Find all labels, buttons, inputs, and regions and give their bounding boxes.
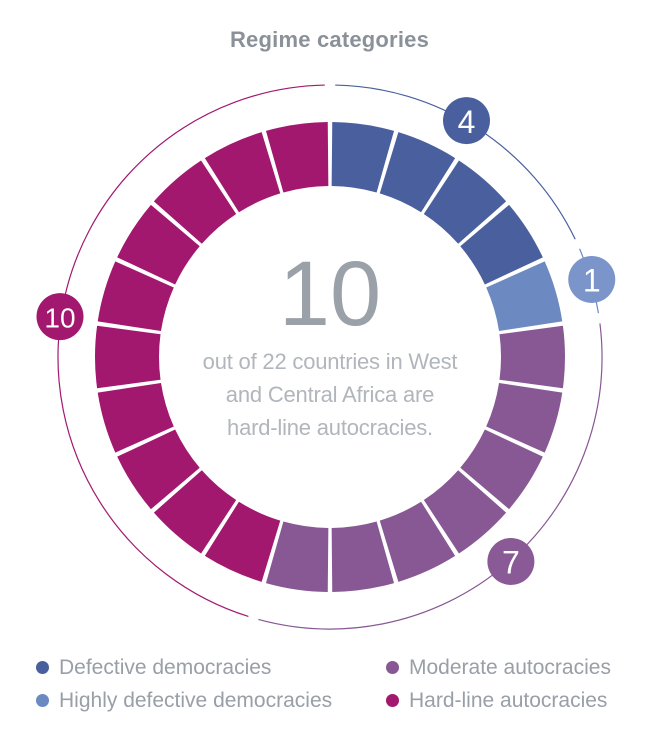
legend-dot-hard-line-autocracies — [386, 694, 399, 707]
legend-item-defective-democracies: Defective democracies — [36, 651, 386, 684]
donut-segment-defective-democracies — [460, 204, 543, 285]
badge-value-highly-defective-democracies: 1 — [583, 263, 601, 299]
legend-item-moderate-autocracies: Moderate autocracies — [386, 651, 636, 684]
legend-dot-moderate-autocracies — [386, 661, 399, 674]
donut-segment-hard-line-autocracies — [97, 261, 174, 332]
donut-segment-defective-democracies — [379, 132, 456, 213]
donut-segment-hard-line-autocracies — [97, 382, 174, 453]
donut-segment-hard-line-autocracies — [94, 325, 161, 389]
donut-segment-hard-line-autocracies — [117, 429, 200, 510]
donut-segment-highly-defective-democracies — [486, 261, 563, 332]
legend-dot-defective-democracies — [36, 661, 49, 674]
donut-segment-moderate-autocracies — [331, 521, 395, 592]
badge-hard-line-autocracies — [36, 293, 84, 341]
donut-segment-moderate-autocracies — [265, 521, 329, 592]
donut-segment-moderate-autocracies — [379, 501, 456, 582]
chart-title: Regime categories — [229, 27, 430, 52]
badge-defective-democracies — [443, 97, 490, 145]
donut-segment-hard-line-autocracies — [153, 160, 237, 244]
donut-segment-moderate-autocracies — [499, 325, 565, 389]
legend-label: Moderate autocracies — [409, 655, 611, 679]
donut-segment-defective-democracies — [331, 122, 395, 193]
badge-highly-defective-democracies — [568, 255, 616, 303]
donut-segment-hard-line-autocracies — [153, 470, 237, 554]
legend-item-highly-defective-democracies: Highly defective democracies — [36, 684, 386, 717]
donut-segment-moderate-autocracies — [486, 382, 563, 453]
badge-value-moderate-autocracies: 7 — [502, 545, 520, 581]
legend-dot-highly-defective-democracies — [36, 694, 49, 707]
donut-segment-hard-line-autocracies — [204, 132, 281, 213]
donut-segment-moderate-autocracies — [423, 470, 507, 554]
donut-segment-defective-democracies — [423, 160, 507, 244]
legend-label: Highly defective democracies — [59, 688, 333, 712]
legend-label: Hard-line autocracies — [409, 688, 608, 712]
donut-segment-moderate-autocracies — [460, 429, 543, 510]
badge-value-defective-democracies: 4 — [458, 104, 476, 140]
badge-value-hard-line-autocracies: 10 — [44, 302, 75, 333]
legend-item-hard-line-autocracies: Hard-line autocracies — [386, 684, 636, 717]
donut-segment-hard-line-autocracies — [117, 204, 200, 285]
legend-label: Defective democracies — [59, 655, 272, 679]
badge-moderate-autocracies — [487, 537, 535, 585]
donut-segment-hard-line-autocracies — [204, 501, 281, 582]
donut-segment-hard-line-autocracies — [265, 122, 329, 193]
legend: Defective democracies Moderate autocraci… — [36, 651, 636, 717]
